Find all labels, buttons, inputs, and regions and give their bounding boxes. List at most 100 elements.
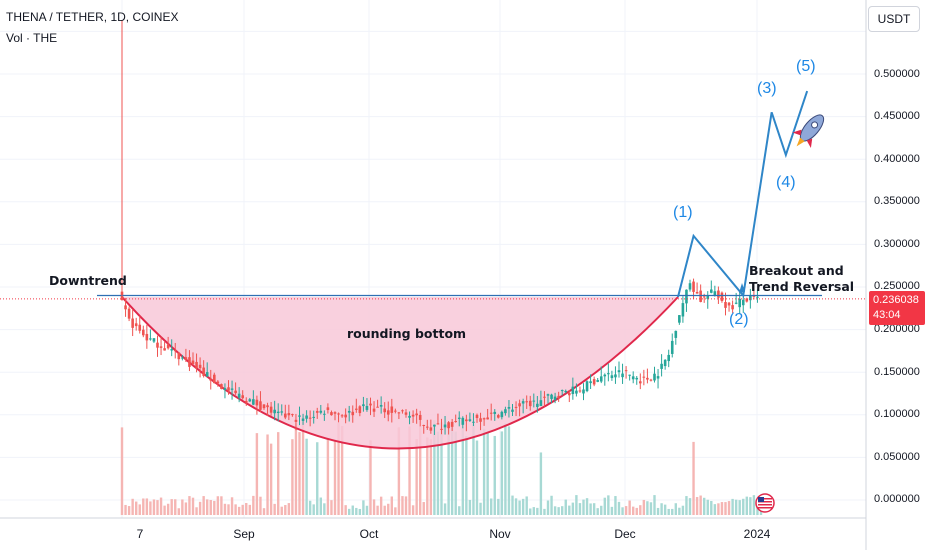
symbol-title[interactable]: THENA / TETHER, 1D, COINEX xyxy=(6,10,179,24)
volume-bar xyxy=(223,503,227,515)
volume-bar xyxy=(674,503,677,515)
candle-body xyxy=(443,424,447,428)
pattern-label: rounding bottom xyxy=(347,326,467,341)
candle-body xyxy=(330,412,333,416)
candle-body xyxy=(702,296,706,298)
volume-bar xyxy=(699,495,702,515)
candle-body xyxy=(710,289,713,293)
volume-bar xyxy=(632,506,635,515)
volume-bar xyxy=(610,506,614,515)
breakout-label-line2: Trend Reversal xyxy=(749,279,855,294)
volume-bar xyxy=(209,499,212,515)
volume-bar xyxy=(617,501,621,515)
volume-bar xyxy=(131,498,134,515)
candle-body xyxy=(525,401,528,403)
volume-bar xyxy=(305,438,308,515)
volume-bar xyxy=(323,503,326,515)
volume-bar xyxy=(191,497,195,515)
volume-bar xyxy=(319,497,322,515)
candle-body xyxy=(213,374,216,384)
candle-body xyxy=(401,410,404,412)
candle-body xyxy=(592,379,596,385)
volume-bar xyxy=(294,423,298,515)
volume-bar xyxy=(717,503,720,515)
us-flag-event-icon[interactable] xyxy=(755,493,775,513)
candle-body xyxy=(230,388,234,390)
candle-body xyxy=(170,349,173,351)
volume-bar xyxy=(635,507,638,515)
volume-bar xyxy=(575,495,578,515)
volume-bar xyxy=(340,425,344,515)
candle-body xyxy=(511,409,514,412)
volume-bar xyxy=(688,498,692,515)
volume-bar xyxy=(198,501,202,515)
volume-bar xyxy=(202,496,205,515)
volume-bar xyxy=(419,425,422,515)
candle-body xyxy=(497,415,500,418)
candle-body xyxy=(184,357,188,360)
volume-bar xyxy=(529,508,532,515)
candle-body xyxy=(177,352,181,360)
price-tick: 0.250000 xyxy=(874,280,920,292)
candle-body xyxy=(617,370,621,373)
candle-body xyxy=(465,419,468,422)
candle-body xyxy=(365,405,369,410)
volume-bar xyxy=(749,497,752,515)
volume-bar xyxy=(493,435,496,515)
candle-body xyxy=(234,390,237,394)
volume-bar xyxy=(362,500,365,515)
candle-body xyxy=(291,414,294,416)
volume-bar xyxy=(316,442,319,515)
volume-bar xyxy=(461,427,464,515)
price-tick: 0.500000 xyxy=(874,68,920,80)
candle-body xyxy=(614,374,617,378)
volume-bar xyxy=(525,496,528,515)
volume-bar xyxy=(195,507,198,515)
time-tick: Nov xyxy=(489,527,511,541)
downtrend-label: Downtrend xyxy=(49,273,127,288)
candle-body xyxy=(284,413,287,418)
candle-body xyxy=(202,367,205,376)
volume-bar xyxy=(742,498,745,515)
price-tick: 0.100000 xyxy=(874,408,920,420)
time-tick: Oct xyxy=(359,527,379,541)
currency-selector-button[interactable]: USDT xyxy=(868,6,920,32)
volume-bar xyxy=(220,496,223,515)
volume-bar xyxy=(397,427,401,515)
price-candles xyxy=(120,278,759,435)
candle-body xyxy=(323,413,326,415)
wave-label-3: (3) xyxy=(757,80,777,97)
candle-body xyxy=(209,379,213,381)
candle-body xyxy=(560,390,564,392)
candle-body xyxy=(532,400,536,402)
volume-bar xyxy=(678,507,681,515)
volume-bar xyxy=(660,503,663,515)
chart-axes xyxy=(0,0,867,550)
volume-bar xyxy=(159,497,163,515)
volume-bar xyxy=(447,428,450,515)
volume-bar xyxy=(752,495,756,515)
volume-bar xyxy=(255,433,259,515)
volume-bar xyxy=(252,495,255,515)
candle-body xyxy=(493,411,497,414)
volume-bar xyxy=(557,507,560,515)
volume-bar xyxy=(230,497,234,515)
volume-bar xyxy=(440,422,443,515)
volume-bar xyxy=(536,507,539,515)
volume-bar xyxy=(727,501,731,515)
volume-indicator-label[interactable]: Vol · THE xyxy=(6,31,58,45)
volume-bar xyxy=(337,422,340,515)
volume-bar xyxy=(422,502,425,515)
candle-body xyxy=(237,393,241,398)
candle-body xyxy=(550,394,553,399)
candle-body xyxy=(635,377,639,380)
candle-body xyxy=(610,375,614,379)
candle-body xyxy=(468,419,472,421)
volume-bar xyxy=(308,500,312,515)
candle-body xyxy=(543,396,546,398)
volume-bar xyxy=(404,496,408,515)
candle-body xyxy=(429,427,433,431)
candle-body xyxy=(454,421,457,423)
candle-body xyxy=(305,415,308,419)
